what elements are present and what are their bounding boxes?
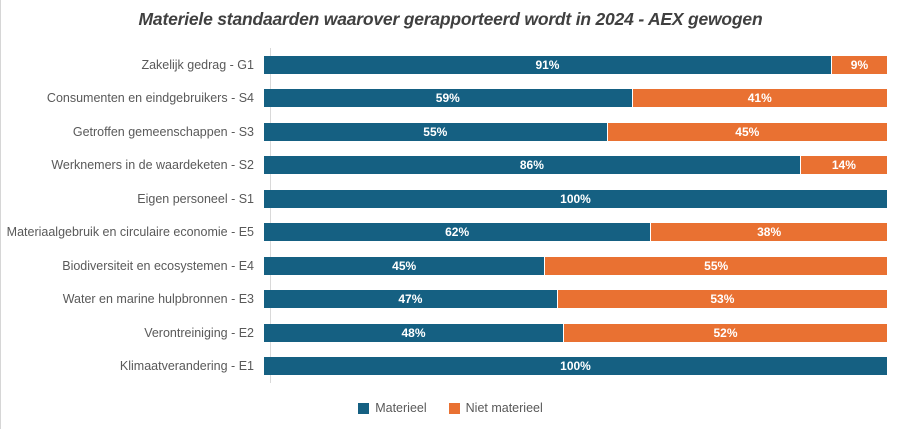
bar-segment-materieel: 91% [264, 55, 831, 74]
bar-segment-materieel: 47% [264, 290, 557, 309]
bar-value-label: 52% [713, 325, 738, 340]
bar-track: 100% [264, 189, 887, 208]
bar-value-label: 55% [423, 124, 448, 139]
bar-segment-niet-materieel: 45% [606, 122, 887, 141]
bar-row: Biodiversiteit en ecosystemen - E4 45% 55% [1, 249, 900, 283]
bar-row: Materiaalgebruik en circulaire economie … [1, 216, 900, 250]
category-label: Consumenten en eindgebruikers - S4 [46, 91, 254, 106]
legend-label-niet-materieel: Niet materieel [465, 401, 543, 415]
bar-row: Water en marine hulpbronnen - E3 47% 53% [1, 283, 900, 317]
bar-value-label: 100% [560, 191, 591, 206]
bar-segment-materieel: 100% [264, 189, 887, 208]
bar-value-label: 14% [831, 158, 856, 173]
bar-value-label: 45% [392, 258, 417, 273]
category-label: Werknemers in de waardeketen - S2 [51, 158, 254, 173]
bar-value-label: 53% [710, 292, 735, 307]
bar-segment-niet-materieel: 38% [650, 223, 887, 242]
bar-segment-materieel: 62% [264, 223, 651, 242]
bar-value-label: 41% [747, 91, 772, 106]
bar-track: 62% 38% [264, 223, 887, 242]
legend-item-materieel: Materieel [358, 401, 427, 415]
bar-value-label: 55% [704, 258, 729, 273]
bar-row: Zakelijk gedrag - G1 91% 9% [1, 48, 900, 82]
bar-value-label: 86% [519, 158, 544, 173]
category-label: Zakelijk gedrag - G1 [141, 57, 254, 72]
bar-value-label: 47% [398, 292, 423, 307]
bar-track: 47% 53% [264, 290, 887, 309]
bar-value-label: 48% [401, 325, 426, 340]
bar-track: 48% 52% [264, 323, 887, 342]
legend-label-materieel: Materieel [375, 401, 427, 415]
bar-row: Getroffen gemeenschappen - S3 55% 45% [1, 115, 900, 149]
bar-row: Werknemers in de waardeketen - S2 86% 14% [1, 149, 900, 183]
bar-track: 59% 41% [264, 89, 887, 108]
bar-track: 91% 9% [264, 55, 887, 74]
chart-title: Materiele standaarden waarover gerapport… [138, 9, 763, 29]
bar-segment-niet-materieel: 52% [563, 323, 887, 342]
legend: Materieel Niet materieel [1, 401, 900, 415]
category-label: Klimaatverandering - E1 [119, 359, 254, 374]
legend-swatch-materieel [358, 402, 370, 414]
bar-value-label: 45% [735, 124, 760, 139]
category-label: Biodiversiteit en ecosystemen - E4 [62, 258, 254, 273]
bar-segment-materieel: 86% [264, 156, 800, 175]
bar-segment-niet-materieel: 55% [544, 256, 887, 275]
legend-swatch-niet-materieel [448, 402, 460, 414]
bar-segment-materieel: 100% [264, 357, 887, 376]
bar-segment-niet-materieel: 9% [830, 55, 887, 74]
y-axis-line [270, 48, 271, 383]
category-label: Verontreiniging - E2 [144, 325, 254, 340]
bar-value-label: 62% [445, 225, 470, 240]
bar-value-label: 100% [560, 359, 591, 374]
bar-value-label: 9% [850, 57, 869, 72]
bar-value-label: 38% [757, 225, 782, 240]
bar-track: 100% [264, 357, 887, 376]
bar-row: Eigen personeel - S1 100% [1, 182, 900, 216]
bar-row: Consumenten en eindgebruikers - S4 59% 41% [1, 82, 900, 116]
bar-segment-materieel: 55% [264, 122, 607, 141]
bar-track: 86% 14% [264, 156, 887, 175]
bar-row: Klimaatverandering - E1 100% [1, 350, 900, 384]
bar-value-label: 59% [435, 91, 460, 106]
bar-segment-materieel: 45% [264, 256, 545, 275]
bar-rows: Zakelijk gedrag - G1 91% 9% Consumenten en … [1, 48, 900, 383]
bar-segment-materieel: 59% [264, 89, 632, 108]
bar-segment-niet-materieel: 14% [799, 156, 887, 175]
legend-item-niet-materieel: Niet materieel [448, 401, 543, 415]
category-label: Getroffen gemeenschappen - S3 [72, 124, 254, 139]
bar-segment-materieel: 48% [264, 323, 564, 342]
bar-segment-niet-materieel: 41% [631, 89, 887, 108]
bar-track: 55% 45% [264, 122, 887, 141]
bar-track: 45% 55% [264, 256, 887, 275]
category-label: Materiaalgebruik en circulaire economie … [6, 225, 254, 240]
bar-segment-niet-materieel: 53% [556, 290, 887, 309]
bar-value-label: 91% [535, 57, 560, 72]
category-label: Eigen personeel - S1 [137, 191, 254, 206]
category-label: Water en marine hulpbronnen - E3 [62, 292, 254, 307]
bar-row: Verontreiniging - E2 48% 52% [1, 316, 900, 350]
